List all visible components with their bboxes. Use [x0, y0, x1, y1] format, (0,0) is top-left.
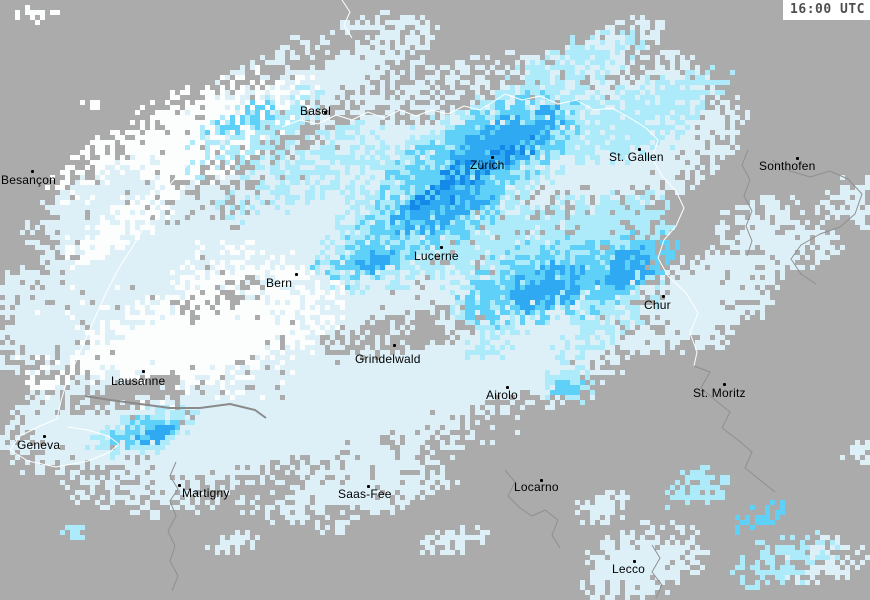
city-dot — [796, 157, 799, 160]
city-label: Basel — [300, 104, 332, 118]
city-dot — [324, 111, 327, 114]
city-dot — [662, 295, 665, 298]
city-dot — [491, 156, 494, 159]
city-label: Saas-Fee — [338, 487, 392, 501]
city-dot — [295, 273, 298, 276]
city-dot — [31, 170, 34, 173]
city-dot — [506, 386, 509, 389]
city-label: Chur — [644, 298, 671, 312]
city-label: Lausanne — [111, 374, 166, 388]
city-dot — [540, 479, 543, 482]
city-label: Lucerne — [414, 249, 459, 263]
city-dot — [440, 246, 443, 249]
city-dot — [633, 560, 636, 563]
city-label: Locarno — [514, 480, 559, 494]
city-dot — [723, 383, 726, 386]
city-dot — [43, 435, 46, 438]
city-label: Grindelwald — [355, 352, 421, 366]
city-dot — [142, 370, 145, 373]
city-label: Besançon — [1, 173, 56, 187]
city-label: Geneva — [17, 438, 61, 452]
city-dot — [367, 485, 370, 488]
city-label: St. Moritz — [693, 386, 746, 400]
city-label: St. Gallen — [609, 150, 664, 164]
city-dot — [638, 148, 641, 151]
city-label: Bern — [266, 276, 293, 290]
city-label: Martigny — [182, 486, 230, 500]
city-label: Zürich — [470, 158, 505, 172]
city-label: Lecco — [612, 562, 646, 576]
city-dot — [393, 344, 396, 347]
city-label: Sonthofen — [759, 159, 816, 173]
timestamp-badge: 16:00 UTC — [783, 0, 870, 20]
city-label: Airolo — [486, 388, 518, 402]
city-dot — [178, 484, 181, 487]
